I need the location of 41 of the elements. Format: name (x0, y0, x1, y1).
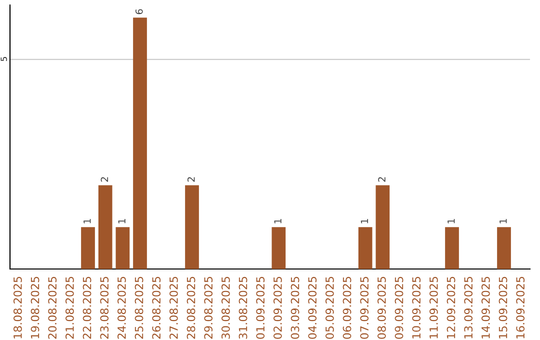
x-tick-label: 13.09.2025 (464, 276, 473, 338)
x-tick-label: 09.09.2025 (394, 276, 404, 339)
data-label: 1 (448, 219, 455, 224)
x-tick-label: 16.09.2025 (516, 276, 525, 338)
data-label: 1 (274, 219, 282, 224)
x-tick-label: 12.09.2025 (446, 276, 456, 338)
x-tick-label: 24.08.2025 (117, 276, 126, 339)
x-tick-label: 02.09.2025 (273, 276, 282, 339)
x-tick-label: 30.08.2025 (221, 276, 230, 339)
x-tick-label: 15.09.2025 (498, 276, 508, 338)
x-tick-label: 08.09.2025 (377, 276, 386, 339)
data-label: 6 (135, 9, 143, 14)
data-label: 1 (118, 219, 126, 224)
x-tick-label: 28.08.2025 (186, 276, 196, 339)
data-label: 2 (187, 177, 195, 182)
x-tick-label: 18.08.2025 (13, 276, 22, 338)
x-tick-label: 31.08.2025 (238, 276, 248, 339)
data-label: 1 (84, 219, 91, 224)
x-tick-label: 05.09.2025 (325, 276, 334, 339)
x-tick-label: 03.09.2025 (290, 276, 300, 339)
x-tick-label: 10.09.2025 (412, 276, 421, 338)
x-tick-label: 11.09.2025 (429, 276, 438, 338)
data-label: 2 (100, 177, 108, 182)
x-tick-label: 19.08.2025 (30, 276, 40, 338)
x-tick-label: 29.08.2025 (204, 276, 213, 339)
x-tick-label: 23.08.2025 (100, 276, 109, 339)
x-tick-label: 01.09.2025 (256, 276, 265, 339)
data-label: 1 (500, 219, 507, 224)
x-tick-label: 14.09.2025 (481, 276, 490, 338)
x-tick-label: 06.09.2025 (342, 276, 352, 339)
data-label: 2 (378, 177, 386, 182)
x-tick-label: 25.08.2025 (134, 276, 144, 339)
x-tick-label: 20.08.2025 (48, 276, 57, 339)
x-tick-label: 21.08.2025 (65, 276, 74, 339)
x-tick-label: 22.08.2025 (82, 276, 92, 339)
x-tick-label: 27.08.2025 (169, 276, 178, 339)
data-label: 1 (360, 219, 368, 224)
x-tick-label: 04.09.2025 (308, 276, 317, 339)
y-tick-label: 5 (0, 57, 7, 61)
x-tick-label: 26.08.2025 (152, 276, 161, 339)
x-tick-label: 07.09.2025 (360, 276, 369, 339)
